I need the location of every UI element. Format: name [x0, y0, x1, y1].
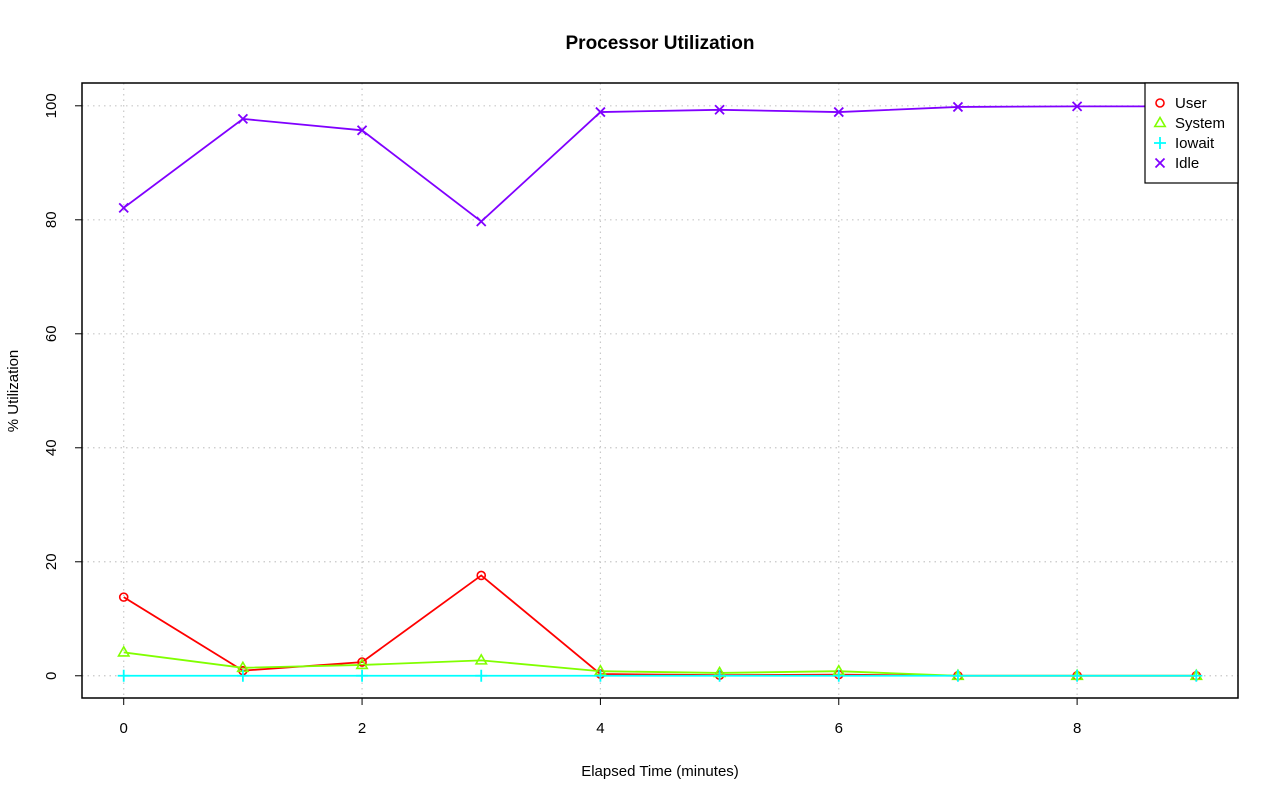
chart-title: Processor Utilization [566, 33, 755, 54]
series-markers [117, 101, 1203, 682]
plot-frame [81, 82, 1239, 699]
data-point-user [476, 570, 487, 581]
x-tick-label: 4 [596, 720, 604, 737]
series-line-idle [123, 105, 1197, 223]
legend-marker-system [1153, 115, 1167, 128]
data-point-iowait [832, 669, 845, 682]
grid [82, 83, 1238, 698]
legend-label-user: User [1175, 95, 1207, 112]
data-point-idle [952, 101, 964, 113]
data-point-iowait [713, 669, 726, 682]
x-axis: 0 2 4 6 8 [120, 698, 1081, 737]
series-lines [123, 105, 1197, 677]
y-tick-label: 20 [43, 553, 60, 570]
data-point-idle [1071, 101, 1083, 112]
data-point-idle [118, 202, 129, 213]
data-point-system [355, 657, 369, 670]
series-line-system [123, 651, 1197, 677]
x-axis-label: Elapsed Time (minutes) [581, 763, 739, 780]
data-point-iowait [475, 669, 488, 682]
x-tick-label: 2 [358, 720, 366, 737]
legend-marker-idle [1154, 157, 1166, 169]
data-point-system [474, 653, 488, 665]
y-tick-label: 60 [43, 325, 60, 342]
data-point-idle [714, 104, 725, 115]
data-point-idle [356, 125, 368, 136]
data-point-iowait [594, 669, 607, 682]
y-tick-label: 0 [43, 672, 60, 680]
data-point-idle [237, 113, 249, 125]
data-point-iowait [236, 669, 249, 682]
data-point-idle [476, 216, 487, 227]
series-line-user [123, 574, 1197, 677]
data-point-iowait [1071, 669, 1084, 682]
data-point-idle [833, 106, 844, 118]
data-point-iowait [356, 669, 369, 682]
legend-label-system: System [1175, 115, 1225, 132]
x-tick-label: 6 [835, 720, 843, 737]
data-point-idle [595, 106, 606, 118]
data-point-system [117, 645, 131, 657]
data-point-iowait [951, 669, 964, 682]
legend-label-iowait: Iowait [1175, 135, 1215, 152]
x-tick-label: 0 [120, 720, 128, 737]
data-point-user [118, 592, 129, 602]
y-tick-label: 40 [43, 439, 60, 456]
y-axis: 0 20 40 60 80 100 [43, 93, 82, 680]
x-tick-label: 8 [1073, 720, 1081, 737]
legend-marker-user [1155, 98, 1165, 108]
legend-marker-iowait [1154, 137, 1166, 149]
y-tick-label: 80 [43, 211, 60, 228]
legend: User System Iowait Idle [1144, 82, 1239, 184]
data-point-iowait [117, 669, 130, 682]
legend-label-idle: Idle [1175, 155, 1199, 172]
y-axis-label: % Utilization [5, 350, 22, 433]
data-point-iowait [1190, 669, 1203, 682]
y-tick-label: 100 [43, 93, 60, 118]
